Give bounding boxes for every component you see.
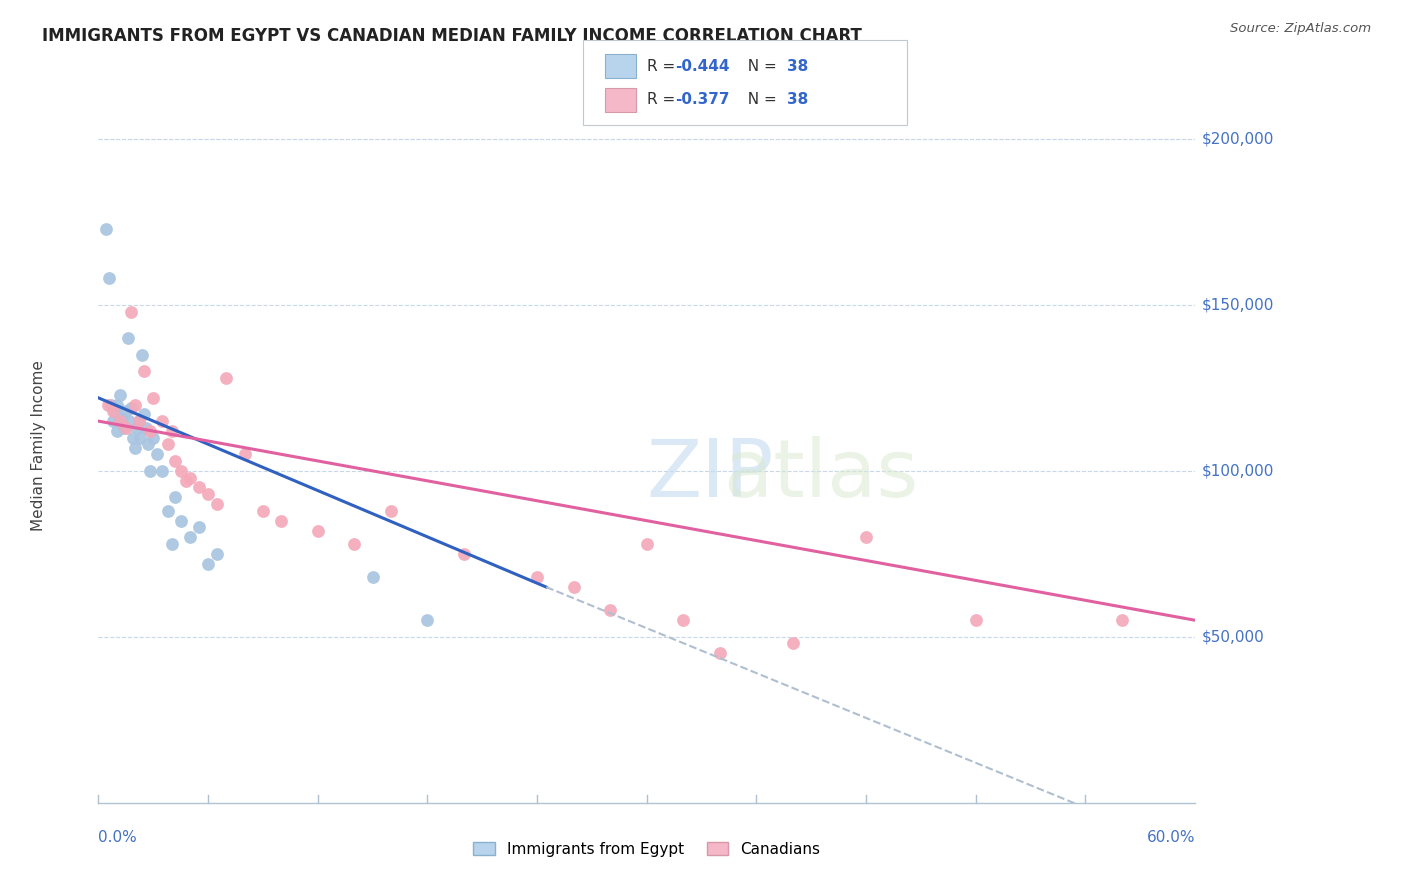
Point xyxy=(120,401,142,415)
Point xyxy=(142,431,165,445)
Point xyxy=(215,371,238,385)
Point xyxy=(207,547,229,561)
Text: Median Family Income: Median Family Income xyxy=(31,360,45,532)
Point xyxy=(122,431,145,445)
Point xyxy=(152,464,174,478)
Point xyxy=(98,271,121,285)
Point xyxy=(96,397,120,411)
Text: 38: 38 xyxy=(787,93,808,107)
Point xyxy=(170,464,193,478)
Point xyxy=(855,530,877,544)
Text: ZIP: ZIP xyxy=(647,435,775,514)
Point xyxy=(252,504,274,518)
Point xyxy=(380,504,402,518)
Point xyxy=(110,414,132,428)
Point xyxy=(107,414,129,428)
Point xyxy=(233,447,256,461)
Point xyxy=(105,424,128,438)
Point xyxy=(112,421,135,435)
Point xyxy=(101,404,124,418)
Point xyxy=(1111,613,1133,627)
Point xyxy=(115,404,138,418)
Point xyxy=(361,570,384,584)
Point xyxy=(453,547,475,561)
Point xyxy=(131,348,153,362)
Point xyxy=(709,647,731,661)
Point xyxy=(188,481,211,495)
Text: -0.444: -0.444 xyxy=(675,59,730,73)
Legend: Immigrants from Egypt, Canadians: Immigrants from Egypt, Canadians xyxy=(467,836,827,863)
Point xyxy=(416,613,439,627)
Point xyxy=(270,514,292,528)
Text: $200,000: $200,000 xyxy=(1202,131,1274,146)
Point xyxy=(138,464,160,478)
Point xyxy=(138,424,160,438)
Point xyxy=(188,520,211,534)
Point xyxy=(105,397,128,411)
Point xyxy=(156,504,179,518)
Point xyxy=(526,570,548,584)
Text: Source: ZipAtlas.com: Source: ZipAtlas.com xyxy=(1230,22,1371,36)
Point xyxy=(165,454,187,468)
Point xyxy=(120,304,142,318)
Point xyxy=(124,441,146,455)
Point xyxy=(110,387,132,401)
Point xyxy=(129,431,152,445)
Point xyxy=(135,421,157,435)
Point xyxy=(174,474,197,488)
Point xyxy=(152,414,174,428)
Text: 60.0%: 60.0% xyxy=(1147,830,1195,845)
Point xyxy=(207,497,229,511)
Text: atlas: atlas xyxy=(647,435,918,514)
Text: $150,000: $150,000 xyxy=(1202,297,1274,312)
Point xyxy=(307,524,329,538)
Point xyxy=(156,437,179,451)
Point xyxy=(128,414,150,428)
Point xyxy=(965,613,987,627)
Point xyxy=(197,487,219,501)
Point xyxy=(104,404,127,418)
Point xyxy=(118,414,141,428)
Text: R =: R = xyxy=(647,93,681,107)
Point xyxy=(179,530,201,544)
Point xyxy=(562,580,585,594)
Text: N =: N = xyxy=(738,93,782,107)
Text: R =: R = xyxy=(647,59,681,73)
Text: -0.377: -0.377 xyxy=(675,93,730,107)
Point xyxy=(125,421,148,435)
Point xyxy=(136,437,159,451)
Point xyxy=(128,414,150,428)
Point xyxy=(100,397,122,411)
Point xyxy=(160,424,183,438)
Point xyxy=(142,391,165,405)
Point xyxy=(111,410,134,425)
Text: IMMIGRANTS FROM EGYPT VS CANADIAN MEDIAN FAMILY INCOME CORRELATION CHART: IMMIGRANTS FROM EGYPT VS CANADIAN MEDIAN… xyxy=(42,27,862,45)
Point xyxy=(165,491,187,505)
Point xyxy=(343,537,366,551)
Text: 38: 38 xyxy=(787,59,808,73)
Text: N =: N = xyxy=(738,59,782,73)
Point xyxy=(170,514,193,528)
Point xyxy=(117,331,139,345)
Point xyxy=(94,221,117,235)
Point xyxy=(672,613,695,627)
Point xyxy=(599,603,621,617)
Point xyxy=(101,414,124,428)
Point xyxy=(115,421,138,435)
Text: $50,000: $50,000 xyxy=(1202,630,1265,644)
Point xyxy=(146,447,169,461)
Point xyxy=(179,470,201,484)
Point xyxy=(132,408,156,422)
Point xyxy=(636,537,658,551)
Text: $100,000: $100,000 xyxy=(1202,463,1274,478)
Point xyxy=(197,557,219,571)
Text: 0.0%: 0.0% xyxy=(98,830,138,845)
Point xyxy=(132,364,156,378)
Point xyxy=(124,397,146,411)
Point xyxy=(160,537,183,551)
Point xyxy=(782,636,804,650)
